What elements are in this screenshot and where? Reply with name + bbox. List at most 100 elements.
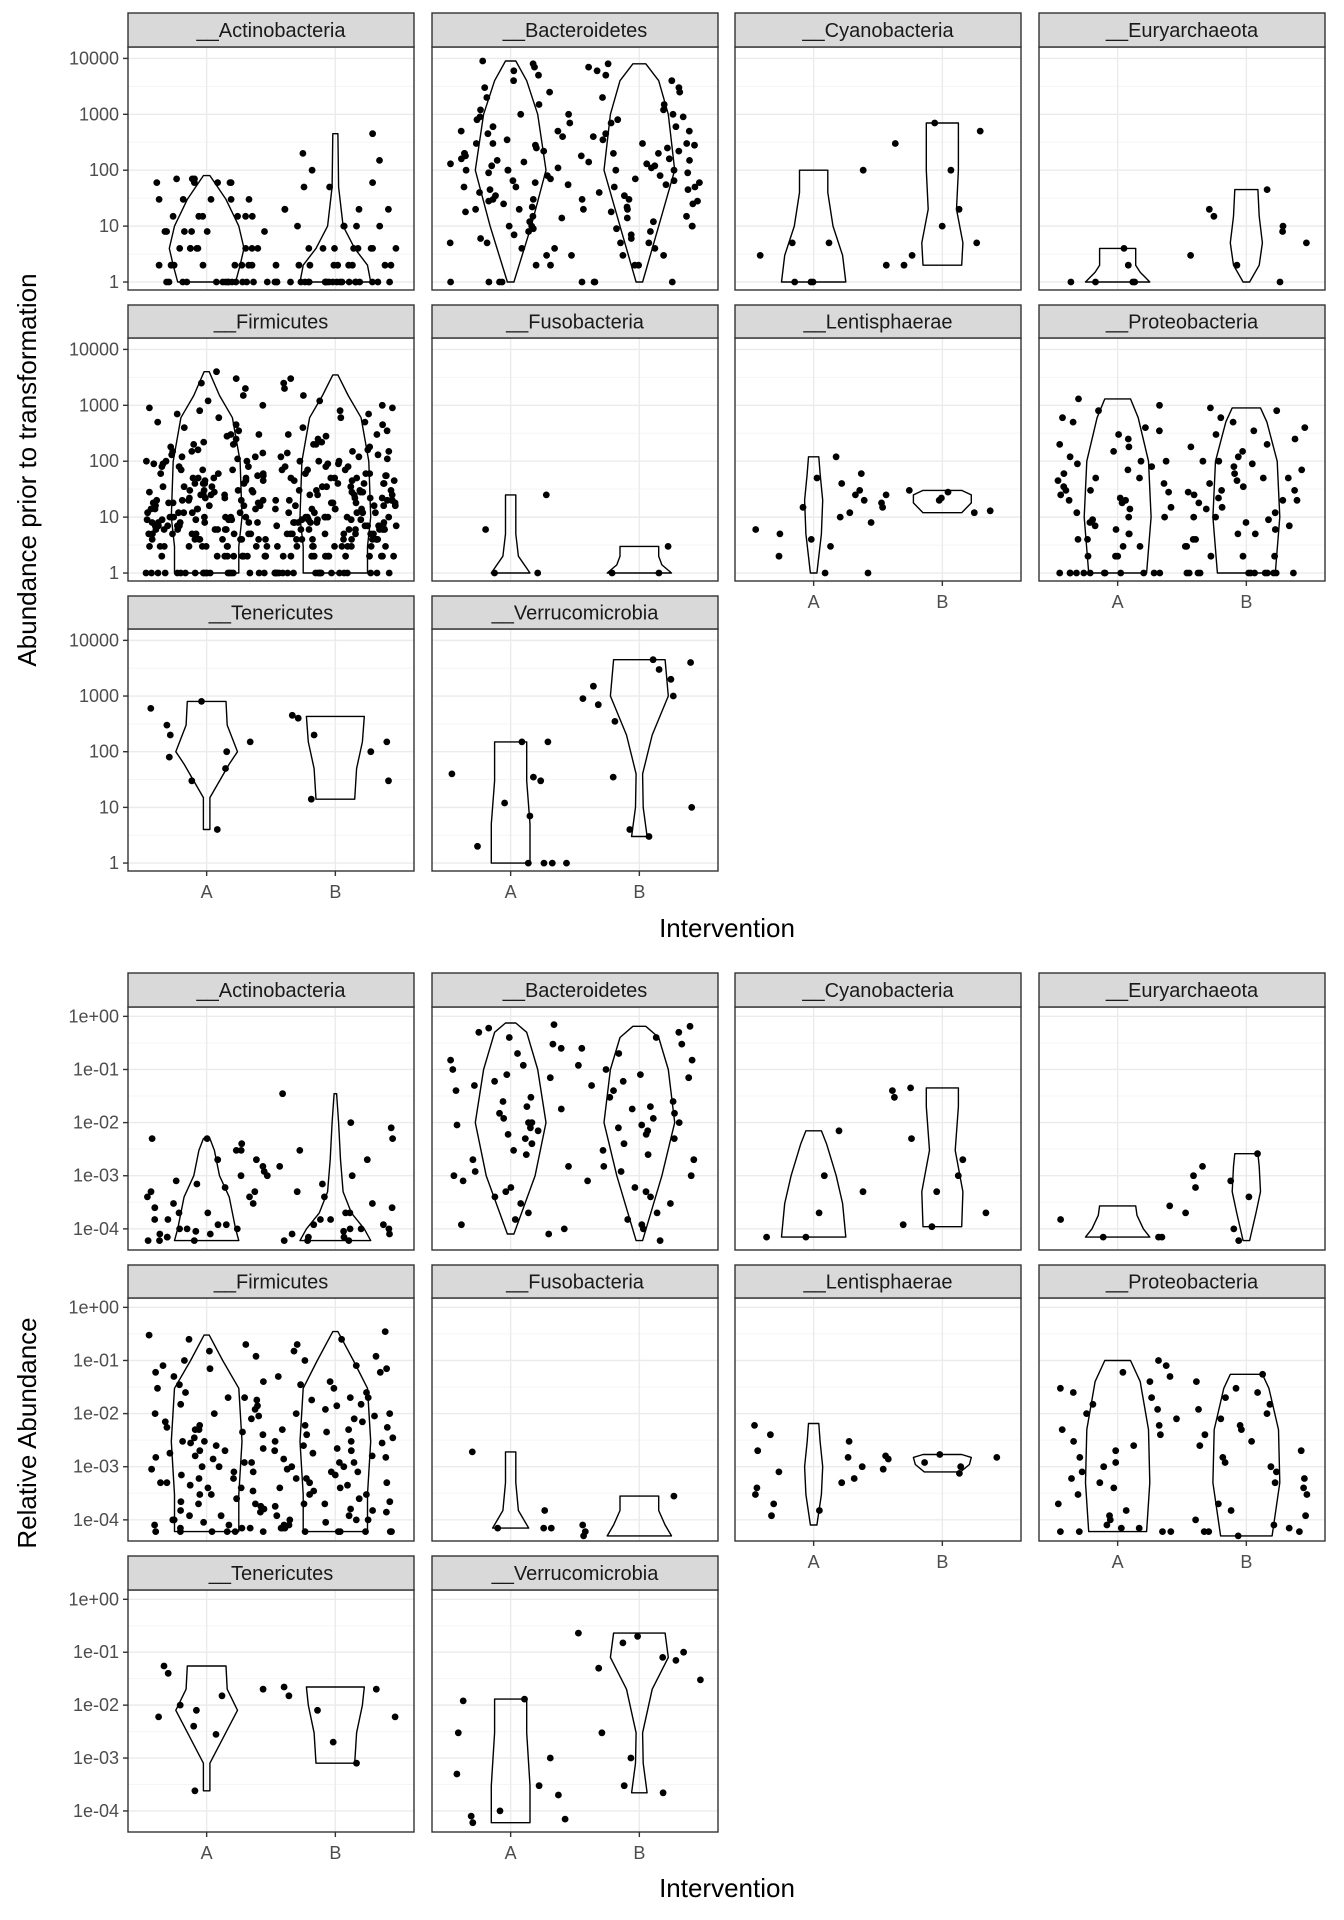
data-point [148,569,155,577]
data-point [578,278,586,286]
y-tick-label: 1e-01 [73,1642,119,1662]
data-point [1217,1415,1225,1423]
facet-strip [734,972,1022,1008]
facet-strip [127,12,415,48]
data-point [191,1452,199,1460]
facet-cyanobacteria: __Cyanobacteria [734,972,1022,1251]
data-point [193,1706,200,1714]
data-point [206,1347,213,1355]
data-point [357,1400,365,1408]
x-tick-label: B [329,1843,341,1863]
data-point [312,441,320,448]
data-point [148,1465,156,1473]
data-point [310,1221,318,1229]
data-point [578,196,586,203]
violin-b [912,489,972,514]
data-point [647,1103,654,1110]
data-point [624,1216,632,1223]
data-point [237,1172,245,1180]
data-point [372,509,379,517]
data-point [613,225,620,233]
data-point [532,261,540,269]
x-tick-label: B [936,592,948,612]
data-point [577,152,585,160]
data-point [1101,569,1109,577]
data-point [547,1524,555,1532]
data-point [194,505,202,513]
data-point [200,1518,208,1526]
data-point [163,1233,171,1241]
data-point [308,505,316,513]
data-point [1076,1454,1084,1461]
data-point [165,278,173,286]
data-point [154,418,162,426]
facet-actinobacteria: __Actinobacteria 1e-04 1e-03 1e-02 1e-01 1e+0… [68,972,415,1251]
data-point [308,166,316,174]
data-point [244,552,251,560]
violin-b [305,1686,365,1764]
data-point [385,448,393,455]
facet-euryarchaeota: __Euryarchaeota [1038,12,1326,291]
data-point [820,1172,828,1180]
violin-a [1084,1359,1151,1533]
data-point [468,1448,476,1456]
data-point [905,487,913,494]
data-point [821,569,829,577]
data-point [1161,513,1168,521]
data-point [201,1438,208,1445]
data-point [1054,477,1062,484]
data-point [234,487,242,494]
data-point [933,1188,941,1196]
data-point [1166,1373,1174,1380]
data-point [348,543,355,550]
data-point [1187,252,1194,259]
data-point [477,235,484,242]
data-point [460,183,468,191]
panel-background [735,47,1021,290]
data-point [529,212,537,220]
data-point [326,1378,334,1385]
violin-a [1084,247,1151,283]
data-point [340,222,348,230]
data-point [249,1487,257,1495]
data-point [500,200,507,208]
data-point [163,1424,171,1431]
data-point [667,675,675,683]
data-point [274,543,281,550]
data-point [669,692,677,700]
data-point [1057,1384,1064,1392]
data-point [504,1131,512,1138]
data-point [656,172,664,180]
data-point [243,457,251,465]
data-point [652,1034,660,1041]
data-point [660,106,667,114]
data-point [331,505,339,513]
data-point [180,509,188,517]
data-point [1130,1442,1138,1449]
data-point [493,157,501,164]
data-point [528,203,536,211]
data-point [557,1044,565,1052]
data-point [294,714,302,722]
data-point [1210,212,1218,220]
data-point [322,1518,330,1526]
data-point [680,1648,687,1656]
data-point [251,1188,259,1196]
data-point [936,1451,944,1458]
data-point [159,483,167,491]
data-point [327,1468,335,1476]
panel-background [432,1590,718,1832]
data-point [350,1459,358,1466]
data-point [447,278,454,286]
data-point [367,530,375,538]
data-point [1124,435,1132,443]
data-point [535,71,542,79]
data-point [144,1193,151,1201]
data-point [146,543,153,550]
data-point [1112,526,1120,533]
y-tick-label: 100 [89,451,119,471]
data-point [802,1233,810,1241]
data-point [192,530,200,538]
data-point [1184,488,1192,496]
data-point [535,1782,543,1790]
